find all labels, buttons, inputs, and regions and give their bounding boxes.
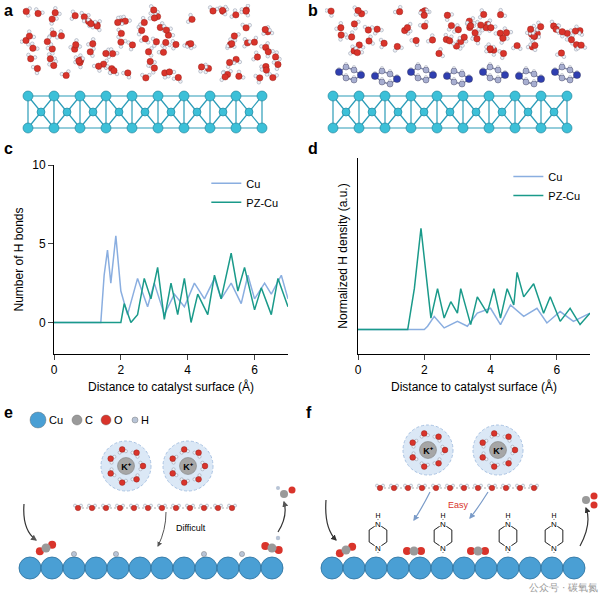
svg-text:6: 6 bbox=[554, 363, 561, 377]
html-text:e: e bbox=[4, 404, 13, 421]
svg-text:N: N bbox=[505, 520, 511, 529]
svg-text:Cu: Cu bbox=[49, 414, 63, 426]
svg-text:H: H bbox=[141, 414, 149, 426]
svg-text:N: N bbox=[375, 520, 381, 529]
svg-text:10: 10 bbox=[32, 158, 46, 172]
svg-text:0: 0 bbox=[39, 316, 46, 330]
svg-text:Distance to catalyst surface (: Distance to catalyst surface (Å) bbox=[88, 379, 254, 394]
html-text:b: b bbox=[308, 2, 318, 19]
svg-text:Difficult: Difficult bbox=[176, 523, 206, 533]
svg-text:Easy: Easy bbox=[448, 500, 469, 510]
svg-text:5: 5 bbox=[39, 237, 46, 251]
svg-text:公众号 · 碳氧氮: 公众号 · 碳氧氮 bbox=[529, 582, 598, 593]
svg-text:H: H bbox=[375, 512, 380, 519]
svg-text:Distance to catalyst surface (: Distance to catalyst surface (Å) bbox=[391, 379, 557, 394]
svg-text:Cu: Cu bbox=[548, 171, 562, 183]
svg-text:4: 4 bbox=[184, 363, 191, 377]
svg-text:4: 4 bbox=[487, 363, 494, 377]
svg-text:O: O bbox=[114, 414, 123, 426]
svg-text:PZ-Cu: PZ-Cu bbox=[246, 197, 278, 209]
svg-text:0: 0 bbox=[51, 363, 58, 377]
svg-text:2: 2 bbox=[118, 363, 125, 377]
svg-text:K⁺: K⁺ bbox=[121, 462, 131, 472]
svg-text:H: H bbox=[551, 512, 556, 519]
svg-text:N: N bbox=[440, 520, 446, 529]
html-text:f: f bbox=[306, 404, 312, 421]
svg-text:2: 2 bbox=[421, 363, 428, 377]
svg-text:N: N bbox=[505, 544, 511, 553]
svg-text:C: C bbox=[85, 414, 93, 426]
html-text:a: a bbox=[4, 2, 13, 19]
svg-text:6: 6 bbox=[251, 363, 258, 377]
svg-text:N: N bbox=[551, 544, 557, 553]
svg-text:H: H bbox=[505, 512, 510, 519]
svg-text:Cu: Cu bbox=[246, 178, 260, 190]
svg-text:N: N bbox=[375, 544, 381, 553]
svg-text:PZ-Cu: PZ-Cu bbox=[548, 190, 580, 202]
svg-text:0: 0 bbox=[355, 363, 362, 377]
svg-text:K⁺: K⁺ bbox=[183, 462, 193, 472]
html-text:d: d bbox=[308, 140, 318, 157]
svg-text:K⁺: K⁺ bbox=[423, 446, 433, 456]
svg-text:H: H bbox=[440, 512, 445, 519]
svg-text:K⁺: K⁺ bbox=[493, 446, 503, 456]
html-text:c: c bbox=[4, 140, 13, 157]
svg-text:Normalized H density (a.u.): Normalized H density (a.u.) bbox=[336, 183, 350, 328]
svg-text:Number of H bonds: Number of H bonds bbox=[12, 207, 26, 311]
svg-text:N: N bbox=[440, 544, 446, 553]
svg-text:N: N bbox=[551, 520, 557, 529]
